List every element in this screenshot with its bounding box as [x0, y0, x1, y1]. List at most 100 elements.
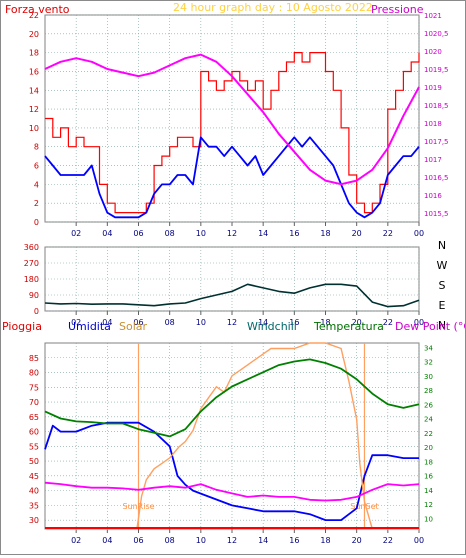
chart1-x-tick-label: 00	[414, 229, 424, 238]
legend-temperatura: Temperatura	[313, 320, 384, 333]
chart2-compass-label: S	[439, 279, 446, 292]
chart1-y-tick-label: 18	[29, 49, 39, 58]
legend-dewpoint: Dew Point (°C)	[395, 320, 465, 333]
chart3-y2-tick-label: 28	[424, 387, 433, 395]
chart3-x-tick-label: 12	[227, 536, 237, 545]
legend-pioggia: Pioggia	[2, 320, 42, 333]
chart1-y2-tick-label: 1019,5	[424, 66, 449, 74]
chart2-compass-label: E	[439, 299, 446, 312]
wind-pressure-chart: 02 04 06 08 10 12 14 16 18 20 22 000246810121416182…	[29, 11, 449, 238]
chart2-x-tick-label: 04	[102, 318, 112, 327]
chart1-y-tick-label: 16	[29, 67, 39, 76]
chart3-y-tick-label: 50	[29, 457, 39, 466]
chart2-series-direction	[44, 283, 420, 308]
chart3-y2-tick-label: 10	[424, 515, 433, 523]
chart1-y-tick-label: 12	[29, 105, 39, 114]
chart1-x-tick-label: 04	[102, 229, 112, 238]
chart1-series-pressure	[44, 53, 420, 186]
chart3-x-tick-label: 10	[196, 536, 206, 545]
chart1-y-tick-label: 10	[29, 124, 39, 133]
chart1-left-label: Forza vento	[5, 3, 70, 16]
chart2-x-tick-label: 08	[165, 318, 175, 327]
chart2-x-tick-label: 16	[289, 318, 299, 327]
chart3-x-tick-label: 18	[320, 536, 330, 545]
legend-umidita: Umidita	[68, 320, 111, 333]
chart3-y2-tick-label: 34	[424, 344, 433, 352]
legend-windchill: Windchill	[247, 320, 297, 333]
sunset-label: SunSet	[350, 502, 378, 511]
chart1-y-tick-label: 2	[34, 199, 39, 208]
chart2-x-tick-label: 06	[133, 318, 143, 327]
chart3-y2-tick-label: 32	[424, 359, 433, 367]
chart3-x-tick-label: 02	[71, 536, 81, 545]
chart1-y2-tick-label: 1021	[424, 12, 442, 20]
chart3-series-temperature	[44, 358, 420, 438]
chart1-y2-tick-label: 1018,5	[424, 102, 449, 110]
chart3-x-tick-label: 14	[258, 536, 268, 545]
chart3-y2-tick-label: 16	[424, 473, 433, 481]
chart2-x-tick-label: 14	[258, 318, 268, 327]
temp-humidity-chart: 02 04 06 08 10 12 14 16 18 20 22 00 30 35 40 45 50 55 60 65…	[29, 342, 433, 545]
chart1-y2-tick-label: 1020	[424, 48, 442, 56]
chart3-y-tick-label: 30	[29, 516, 39, 525]
chart1-x-tick-label: 08	[165, 229, 175, 238]
chart1-y-tick-label: 20	[29, 30, 39, 39]
chart2-y-tick-label: 270	[24, 259, 39, 268]
chart3-y-tick-label: 80	[29, 369, 39, 378]
chart1-x-tick-label: 20	[352, 229, 362, 238]
chart1-y2-tick-label: 1019	[424, 84, 442, 92]
chart3-x-tick-label: 06	[133, 536, 143, 545]
chart3-y-tick-label: 70	[29, 398, 39, 407]
chart3-series-dewpoint	[44, 481, 420, 502]
chart1-y-tick-label: 14	[29, 86, 39, 95]
chart1-x-tick-label: 14	[258, 229, 268, 238]
chart1-y-tick-label: 8	[34, 143, 39, 152]
chart2-x-tick-label: 22	[383, 318, 393, 327]
chart1-y-tick-label: 22	[29, 11, 39, 20]
chart3-y-tick-label: 65	[29, 413, 39, 422]
chart1-y2-tick-label: 1015,5	[424, 210, 449, 218]
sunrise-label: SunRise	[122, 502, 154, 511]
chart3-y2-tick-label: 30	[424, 373, 433, 381]
chart3-y-tick-label: 55	[29, 442, 39, 451]
chart2-x-tick-label: 12	[227, 318, 237, 327]
chart2-y-tick-label: 90	[29, 291, 39, 300]
chart3-x-tick-label: 16	[289, 536, 299, 545]
chart2-x-tick-label: 00	[414, 318, 424, 327]
chart1-y2-tick-label: 1016	[424, 192, 442, 200]
chart3-y-tick-label: 85	[29, 354, 39, 363]
chart1-x-tick-label: 22	[383, 229, 393, 238]
chart2-y-tick-label: 360	[24, 243, 39, 252]
chart2-y-tick-label: 180	[24, 275, 39, 284]
chart1-series-gust	[45, 51, 420, 214]
chart1-y2-tick-label: 1018	[424, 120, 442, 128]
chart1-x-tick-label: 06	[133, 229, 143, 238]
chart3-y2-tick-label: 20	[424, 444, 433, 452]
chart3-y2-tick-label: 22	[424, 430, 433, 438]
chart1-y-tick-label: 4	[34, 180, 39, 189]
chart3-y2-tick-label: 14	[424, 487, 433, 495]
chart1-right-label: Pressione	[371, 3, 424, 16]
legend-solar: Solar	[119, 320, 148, 333]
chart3-y2-tick-label: 18	[424, 458, 433, 466]
chart1-y2-tick-label: 1020,5	[424, 30, 449, 38]
chart3-y-tick-label: 35	[29, 501, 39, 510]
chart3-x-tick-label: 20	[352, 536, 362, 545]
chart3-y-tick-label: 45	[29, 472, 39, 481]
chart3-y-tick-label: 60	[29, 428, 39, 437]
chart3-x-tick-label: 00	[414, 536, 424, 545]
chart1-y-tick-label: 0	[34, 218, 39, 227]
chart1-y2-tick-label: 1016,5	[424, 174, 449, 182]
chart2-x-tick-label: 18	[320, 318, 330, 327]
chart2-y-tick-label: 0	[34, 307, 39, 316]
chart2-x-tick-label: 02	[71, 318, 81, 327]
chart3-y2-tick-label: 12	[424, 501, 433, 509]
chart1-x-tick-label: 02	[71, 229, 81, 238]
chart3-series-solar	[45, 342, 419, 530]
chart1-series-wind	[44, 136, 420, 219]
chart3-y-tick-label: 75	[29, 383, 39, 392]
chart3-x-tick-label: 22	[383, 536, 393, 545]
chart1-y2-tick-label: 1017,5	[424, 138, 449, 146]
